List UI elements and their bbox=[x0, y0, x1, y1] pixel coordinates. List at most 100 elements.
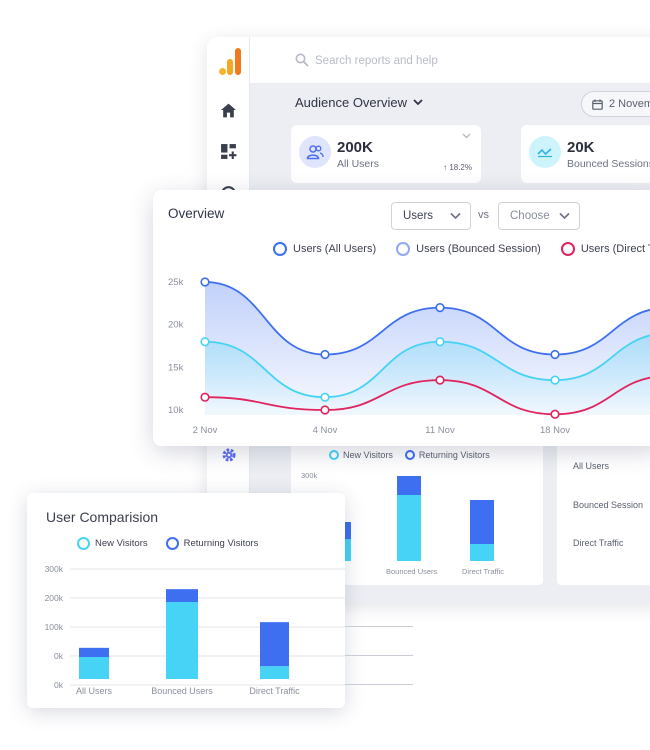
data-point bbox=[200, 277, 210, 287]
vs-label: vs bbox=[478, 209, 489, 221]
bar-segment bbox=[166, 602, 198, 679]
overview-card: Overview Users vs Choose Users (All User… bbox=[153, 190, 650, 446]
bar-segment bbox=[260, 666, 289, 679]
legend-item[interactable]: Users (Bounced Session) bbox=[396, 242, 541, 256]
legend-label: Users (All Users) bbox=[293, 243, 377, 255]
legend-item[interactable]: Users (Direct Traffic) bbox=[560, 242, 650, 256]
y-tick-label: 25k bbox=[168, 277, 184, 288]
bar-new bbox=[470, 544, 494, 561]
x-tick-label: Bounced Users bbox=[151, 686, 213, 696]
user-comparison-card: User Comparision New Visitors Returning … bbox=[27, 493, 345, 708]
data-point bbox=[200, 337, 210, 347]
legend-label: New Visitors bbox=[343, 450, 393, 460]
users-icon bbox=[299, 136, 331, 168]
metric-select[interactable]: Users bbox=[391, 202, 471, 230]
y-tick-label: 20k bbox=[168, 320, 184, 331]
stat-label: Bounced Sessions bbox=[567, 158, 650, 170]
divider bbox=[345, 655, 413, 656]
stat-delta: ↑ 18.2% bbox=[443, 163, 472, 172]
x-tick: Bounced Users bbox=[386, 567, 438, 576]
compare-select[interactable]: Choose bbox=[498, 202, 580, 230]
comparison-bar-chart: 300k 200k 100k 0k 0k All Users Bounced Users Di… bbox=[45, 564, 345, 696]
audience-dropdown[interactable]: Audience Overview bbox=[295, 95, 423, 110]
legend-item[interactable]: New Visitors bbox=[77, 537, 148, 550]
select-value: Users bbox=[403, 210, 434, 222]
chevron-down-icon bbox=[559, 212, 570, 220]
stat-card-all-users[interactable]: 200K All Users ↑ 18.2% bbox=[291, 125, 481, 183]
search-input[interactable] bbox=[315, 51, 575, 71]
page-title: Audience Overview bbox=[295, 95, 407, 110]
legend-label: New Visitors bbox=[95, 538, 148, 549]
bar-returning bbox=[397, 476, 421, 495]
data-point bbox=[200, 392, 210, 402]
x-tick-label: All Users bbox=[76, 686, 113, 696]
data-point bbox=[435, 337, 445, 347]
y-tick-label: 0k bbox=[54, 651, 64, 661]
y-tick: 300k bbox=[301, 471, 318, 480]
home-icon[interactable] bbox=[220, 102, 237, 119]
legend-ring-icon bbox=[404, 450, 415, 460]
legend-label: Returning Visitors bbox=[418, 450, 490, 460]
chevron-down-icon bbox=[413, 99, 423, 106]
legend-item[interactable]: Returning Visitors bbox=[165, 537, 258, 550]
list-item[interactable]: Direct Traffic bbox=[573, 538, 624, 548]
y-tick-label: 100k bbox=[45, 622, 64, 632]
inner-bar-plot: 300k rs Bounced Users Direct Traffic bbox=[301, 471, 504, 576]
bar-segment bbox=[79, 647, 109, 657]
series-area bbox=[205, 335, 650, 415]
x-tick: Direct Traffic bbox=[462, 567, 504, 576]
date-picker[interactable]: 2 November bbox=[581, 91, 650, 117]
right-metric-list: All Users Bounced Session Direct Traffic bbox=[557, 443, 650, 585]
bar-segment bbox=[166, 589, 198, 602]
bar-new bbox=[342, 539, 351, 561]
data-point bbox=[550, 349, 560, 360]
y-tick-label: 10k bbox=[168, 405, 184, 416]
overview-legend: Users (All Users) Users (Bounced Session… bbox=[273, 242, 650, 256]
chevron-down-icon bbox=[462, 133, 471, 139]
divider bbox=[345, 684, 413, 685]
legend-item[interactable]: Users (All Users) bbox=[273, 242, 376, 256]
bar-new bbox=[397, 495, 421, 561]
y-tick-label: 0k bbox=[54, 680, 64, 690]
x-tick-label: 11 Nov bbox=[425, 425, 455, 436]
bar-segment bbox=[260, 622, 289, 667]
comparison-title: User Comparision bbox=[46, 509, 159, 525]
stat-value: 20K bbox=[567, 139, 595, 156]
data-point bbox=[320, 349, 330, 360]
data-point bbox=[320, 405, 330, 415]
y-tick-label: 15k bbox=[168, 362, 184, 373]
stat-card-bounced[interactable]: 20K Bounced Sessions bbox=[521, 125, 650, 183]
trend-icon bbox=[529, 136, 561, 168]
comparison-legend: New Visitors Returning Visitors bbox=[77, 537, 258, 550]
legend-ring-icon bbox=[560, 242, 575, 256]
logo-icon[interactable] bbox=[217, 47, 243, 75]
data-point bbox=[435, 302, 445, 313]
y-tick-label: 300k bbox=[45, 564, 64, 574]
x-tick-label: 2 Nov bbox=[193, 425, 218, 436]
stat-label: All Users bbox=[337, 158, 380, 170]
x-tick-label: 18 Nov bbox=[540, 425, 570, 436]
data-point bbox=[435, 375, 445, 385]
dashboard-add-icon[interactable] bbox=[220, 143, 237, 160]
overview-title: Overview bbox=[168, 206, 225, 221]
legend-ring-icon bbox=[396, 242, 411, 256]
x-tick-label: Direct Traffic bbox=[249, 686, 300, 696]
list-item[interactable]: All Users bbox=[573, 461, 610, 471]
data-point bbox=[550, 409, 560, 419]
legend-ring-icon bbox=[77, 537, 90, 550]
calendar-icon bbox=[592, 99, 603, 110]
chevron-down-icon bbox=[450, 212, 461, 220]
bar-returning bbox=[470, 500, 494, 544]
legend-label: Users (Bounced Session) bbox=[416, 243, 541, 255]
legend-ring-icon bbox=[273, 242, 287, 256]
arrow-up-icon: ↑ bbox=[443, 163, 450, 172]
data-point bbox=[320, 392, 330, 402]
list-item[interactable]: Bounced Session bbox=[573, 500, 644, 510]
x-tick-label: 4 Nov bbox=[313, 425, 338, 436]
select-value: Choose bbox=[510, 210, 550, 222]
gear-icon[interactable] bbox=[221, 447, 237, 463]
legend-ring-icon bbox=[329, 450, 339, 460]
date-label: 2 November bbox=[609, 98, 650, 110]
